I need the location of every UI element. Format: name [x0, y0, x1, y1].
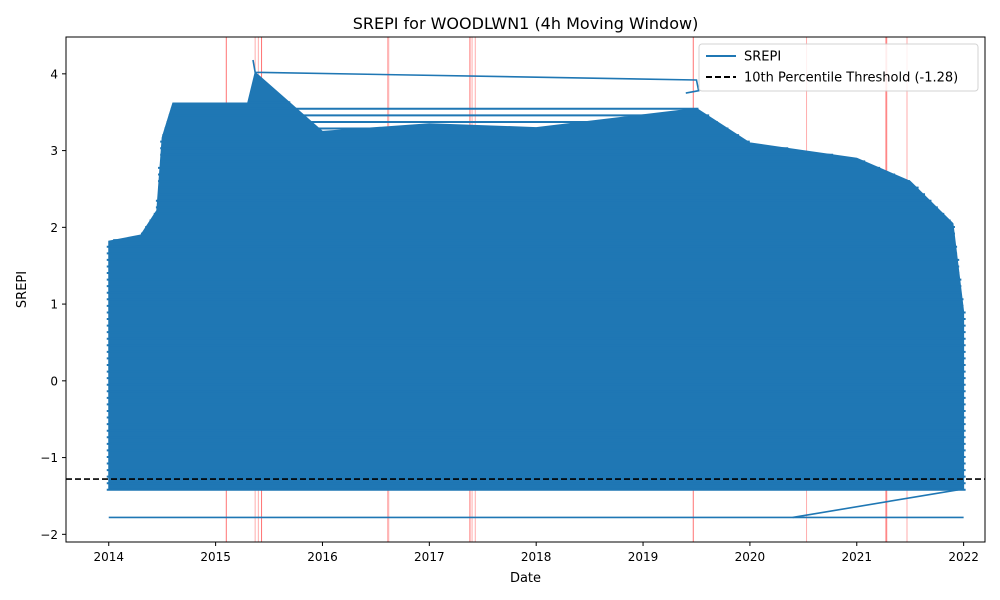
y-tick-label: −2 [40, 528, 58, 542]
y-tick-label: 2 [50, 221, 58, 235]
x-tick-label: 2019 [628, 550, 659, 564]
x-tick-label: 2016 [307, 550, 338, 564]
srepi-line [792, 489, 959, 519]
x-tick-label: 2018 [521, 550, 552, 564]
y-axis-label: SREPI [15, 271, 30, 308]
x-tick-label: 2021 [841, 550, 872, 564]
plot-frame [65, 36, 986, 543]
y-tick-label: 4 [50, 67, 58, 81]
y-tick-label: −1 [40, 451, 58, 465]
x-tick-label: 2017 [414, 550, 445, 564]
y-axis-ticks: −2 −1 0 1 2 3 4 [40, 67, 66, 542]
x-tick-label: 2022 [948, 550, 979, 564]
srepi-line [252, 59, 700, 94]
legend: SREPI 10th Percentile Threshold (-1.28) [698, 43, 979, 92]
legend-label-srepi: SREPI [744, 50, 781, 65]
plot-area [66, 37, 985, 542]
x-axis-label: Date [510, 571, 541, 586]
chart-title: SREPI for WOODLWN1 (4h Moving Window) [353, 14, 699, 33]
x-tick-label: 2020 [735, 550, 766, 564]
srepi-series [106, 59, 966, 519]
x-tick-label: 2014 [93, 550, 124, 564]
y-tick-label: 3 [50, 144, 58, 158]
y-tick-label: 1 [50, 298, 58, 312]
x-tick-label: 2015 [200, 550, 231, 564]
legend-label-threshold: 10th Percentile Threshold (-1.28) [744, 71, 958, 86]
legend-box [698, 43, 979, 92]
x-axis-ticks: 2014 2015 2016 2017 2018 2019 2020 2021 2022 [93, 542, 979, 564]
y-tick-label: 0 [50, 374, 58, 388]
